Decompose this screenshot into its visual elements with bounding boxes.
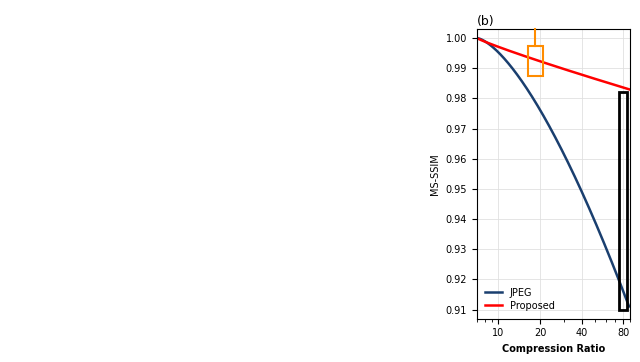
Y-axis label: MS-SSIM: MS-SSIM: [430, 153, 440, 195]
JPEG: [556, 143, 563, 147]
JPEG: [621, 295, 629, 299]
Proposed: [473, 36, 481, 40]
Line: JPEG: JPEG: [477, 38, 629, 307]
JPEG: [545, 124, 553, 128]
JPEG: [625, 304, 633, 309]
Legend: JPEG, Proposed: JPEG, Proposed: [482, 285, 557, 314]
JPEG: [473, 36, 481, 40]
Proposed: [564, 68, 572, 72]
JPEG: [546, 125, 554, 130]
Bar: [529, 46, 543, 76]
JPEG: [598, 235, 605, 239]
Proposed: [621, 86, 629, 90]
Proposed: [545, 62, 553, 66]
Proposed: [598, 79, 605, 83]
Bar: [620, 92, 627, 310]
Text: (b): (b): [477, 15, 495, 28]
Line: Proposed: Proposed: [477, 38, 629, 89]
JPEG: [564, 159, 572, 164]
X-axis label: Compression Ratio: Compression Ratio: [502, 344, 605, 354]
Proposed: [625, 87, 633, 92]
Proposed: [546, 62, 554, 67]
Proposed: [556, 66, 563, 70]
